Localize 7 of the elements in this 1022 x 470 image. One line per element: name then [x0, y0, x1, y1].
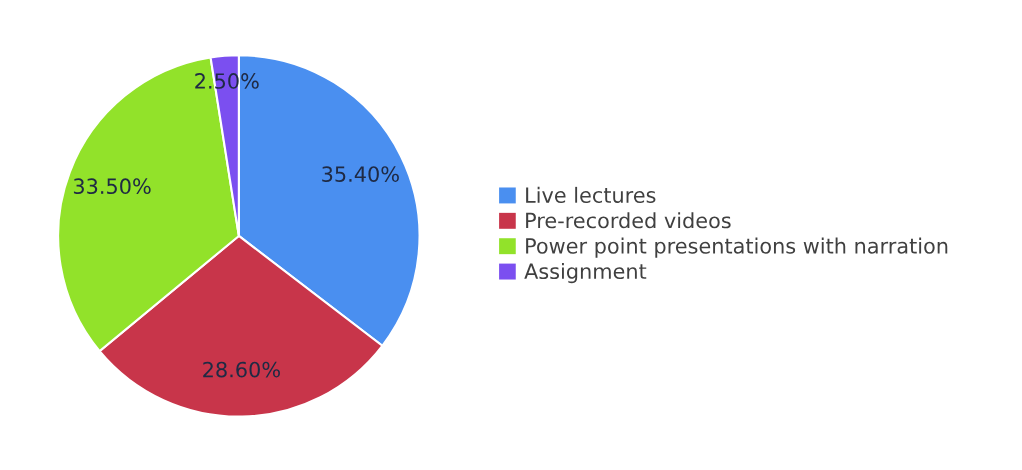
data-label: 28.60% [203, 361, 280, 378]
data-label: 33.50% [73, 178, 151, 195]
legend-label: Assignment [524, 262, 647, 284]
data-label: 35.40% [322, 166, 399, 182]
legend-label: Live lectures [526, 186, 656, 203]
legend-label: Pre-recorded videos [526, 212, 731, 229]
legend-label: Power point presentations with narration [526, 237, 948, 258]
